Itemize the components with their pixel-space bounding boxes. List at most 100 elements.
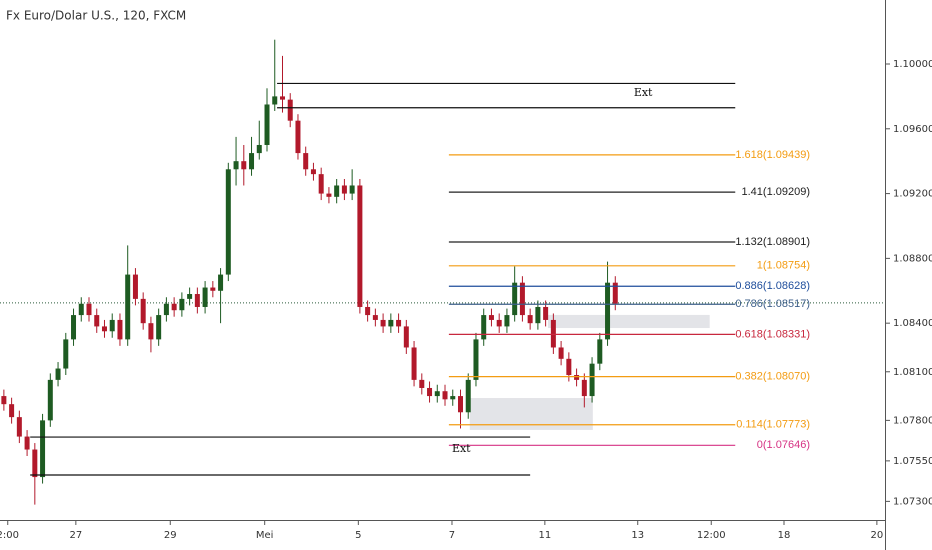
x-tick-label: 11 — [538, 530, 551, 541]
candle-body — [581, 379, 587, 397]
candle-body — [132, 274, 138, 299]
candle-body — [78, 303, 84, 316]
candle-body — [411, 347, 417, 380]
annotation: Ext — [634, 86, 653, 99]
candle-body — [334, 185, 340, 197]
y-tick-label: 1.08800 — [893, 253, 932, 264]
candle-body — [496, 319, 502, 327]
x-tick-label: 5 — [355, 530, 361, 541]
candle-body — [194, 294, 200, 307]
candle-body — [279, 96, 285, 100]
chart-title: Fx Euro/Dolar U.S., 120, FXCM — [6, 9, 186, 23]
candle-body — [566, 358, 572, 376]
candle-body — [171, 303, 177, 311]
candle-body — [287, 99, 293, 121]
candle-body — [481, 315, 487, 340]
candle-body — [225, 169, 231, 275]
candle-body — [16, 417, 22, 437]
candle-body — [94, 315, 100, 327]
candle-body — [55, 368, 61, 380]
candle-body — [427, 387, 433, 397]
candle-body — [349, 185, 355, 194]
candle-body — [63, 339, 69, 369]
candle-body — [605, 282, 611, 340]
candle-body — [419, 379, 425, 388]
candle-body — [218, 274, 224, 291]
fib-label: 1.41(1.09209) — [742, 186, 811, 198]
candle-body — [264, 104, 270, 145]
fib-label: 0.114(1.07773) — [736, 419, 810, 431]
x-tick-label: 27 — [69, 530, 82, 541]
x-tick-label: 20 — [871, 530, 884, 541]
candle-body — [396, 319, 402, 327]
candle-body — [589, 363, 595, 397]
candle-body — [543, 306, 549, 320]
candle-body — [295, 120, 301, 154]
candle-body — [163, 303, 169, 316]
candle-body — [612, 282, 618, 304]
y-tick-label: 1.07800 — [893, 415, 932, 426]
y-tick-label: 1.07300 — [893, 496, 932, 507]
fib-label: 1.618(1.09439) — [735, 149, 810, 161]
x-tick-label: 29 — [164, 530, 177, 541]
candle-body — [241, 161, 247, 170]
candle-body — [488, 315, 494, 320]
x-tick-label: 7 — [449, 530, 455, 541]
candle-body — [574, 375, 580, 380]
candle-body — [9, 404, 15, 418]
candle-body — [318, 174, 324, 194]
candle-body — [210, 287, 216, 291]
candle-body — [32, 449, 38, 478]
x-tick-label: 2:00 — [0, 530, 19, 541]
candle-body — [341, 185, 347, 194]
fib-label: 0.886(1.08628) — [735, 280, 810, 292]
candle-body — [535, 306, 541, 324]
y-tick-label: 1.08100 — [893, 367, 932, 378]
candle-body — [272, 96, 278, 105]
candle-body — [86, 303, 92, 316]
candle-body — [117, 319, 123, 340]
fib-label: 0.786(1.08517) — [735, 298, 810, 310]
candle-body — [550, 319, 556, 348]
candle-body — [473, 339, 479, 380]
fib-label: 1.132(1.08901) — [735, 236, 810, 248]
candle-body — [310, 169, 316, 175]
y-tick-label: 1.09600 — [893, 124, 932, 135]
y-tick-label: 1.07550 — [893, 456, 932, 467]
candle-body — [156, 315, 162, 340]
annotation: Ext — [452, 442, 471, 455]
candle-body — [249, 153, 255, 170]
candle-body — [202, 287, 208, 307]
fib-label: 0.382(1.08070) — [735, 371, 810, 383]
candle-body — [303, 153, 309, 170]
fib-label: 1(1.08754) — [757, 260, 810, 272]
y-tick-label: 1.08400 — [893, 318, 932, 329]
candle-body — [442, 391, 448, 400]
candle-body — [125, 274, 131, 340]
fib-label: 0(1.07646) — [757, 439, 810, 451]
candle-body — [148, 323, 154, 340]
candle-body — [465, 379, 471, 413]
candle-body — [388, 319, 394, 327]
candle-body — [380, 319, 386, 327]
candle-body — [504, 315, 510, 327]
candle-body — [187, 294, 193, 299]
candle-body — [372, 315, 378, 320]
y-tick-label: 1.10000 — [893, 59, 932, 70]
zone — [547, 314, 710, 329]
candle-body — [457, 396, 463, 413]
candle-body — [403, 326, 409, 348]
candle-body — [71, 315, 77, 340]
candle-body — [24, 436, 30, 450]
candle-body — [179, 298, 185, 311]
candle-body — [109, 319, 115, 332]
x-tick-label: Mei — [256, 530, 274, 541]
candle-body — [233, 161, 239, 170]
fib-label: 0.618(1.08331) — [735, 328, 810, 340]
candle-body — [47, 379, 53, 421]
candle-body — [326, 193, 332, 197]
candle-body — [527, 315, 533, 324]
y-tick-label: 1.09200 — [893, 189, 932, 200]
